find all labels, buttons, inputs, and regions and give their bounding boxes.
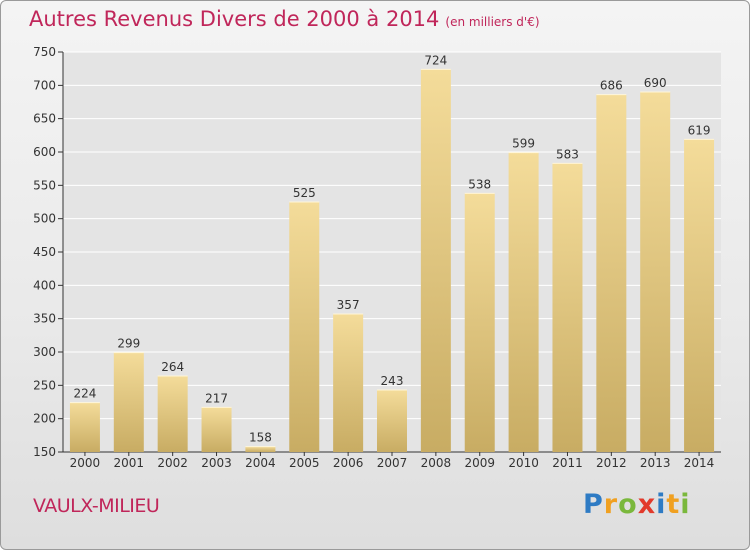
y-tick-label: 300: [33, 345, 56, 359]
y-tick-label: 750: [33, 45, 56, 59]
x-tick-label-2012: 2012: [596, 456, 627, 470]
y-tick-label: 400: [33, 278, 56, 292]
x-tick-label-2008: 2008: [421, 456, 452, 470]
logo-letter: t: [666, 489, 681, 520]
data-label-2014: 619: [688, 123, 711, 137]
y-tick-label: 250: [33, 378, 56, 392]
x-tick-label-2002: 2002: [157, 456, 188, 470]
logo-letter: o: [618, 489, 638, 520]
y-tick-label: 200: [33, 412, 56, 426]
x-tick-label-2009: 2009: [464, 456, 495, 470]
location-label: VAULX-MILIEU: [33, 495, 160, 517]
data-label-2001: 299: [117, 337, 140, 351]
bar-2013: [640, 92, 671, 452]
y-tick-label: 350: [33, 312, 56, 326]
data-label-2003: 217: [205, 391, 228, 405]
bar-2014: [684, 139, 715, 453]
chart-unit-note: (en milliers d'€): [445, 15, 540, 29]
bar-2004: [245, 446, 276, 452]
y-tick-label: 450: [33, 245, 56, 259]
y-tick-label: 700: [33, 78, 56, 92]
x-tick-label-2004: 2004: [245, 456, 276, 470]
y-tick-label: 650: [33, 112, 56, 126]
x-tick-label-2010: 2010: [508, 456, 539, 470]
x-tick-label-2011: 2011: [552, 456, 583, 470]
data-label-2013: 690: [644, 76, 667, 90]
bar-2005: [289, 202, 320, 452]
bar-2007: [377, 390, 407, 452]
x-tick-label-2013: 2013: [640, 456, 671, 470]
y-tick-label: 500: [33, 212, 56, 226]
data-label-2005: 525: [293, 186, 316, 200]
data-label-2002: 264: [161, 360, 184, 374]
bar-2000: [69, 402, 100, 452]
x-tick-label-2003: 2003: [201, 456, 232, 470]
data-label-2007: 243: [381, 374, 404, 388]
x-tick-label-2001: 2001: [114, 456, 145, 470]
y-tick-label: 600: [33, 145, 56, 159]
logo-letter: i: [656, 489, 667, 520]
data-label-2008: 724: [424, 53, 447, 67]
data-label-2000: 224: [73, 387, 96, 401]
y-tick-label: 550: [33, 178, 56, 192]
chart-title-text: Autres Revenus Divers de 2000 à 2014: [29, 7, 440, 31]
bar-2011: [552, 163, 583, 453]
logo-letter: r: [603, 489, 619, 520]
x-tick-label-2014: 2014: [684, 456, 715, 470]
proxiti-logo: Proxiti: [583, 489, 691, 520]
bar-2003: [201, 407, 232, 452]
bar-2001: [113, 352, 144, 452]
bar-2009: [464, 193, 495, 453]
x-tick-label-2005: 2005: [289, 456, 320, 470]
x-tick-label-2006: 2006: [333, 456, 364, 470]
bar-2012: [596, 94, 627, 453]
chart-title: Autres Revenus Divers de 2000 à 2014 (en …: [29, 7, 540, 31]
y-tick-label: 150: [33, 445, 56, 459]
data-label-2011: 583: [556, 147, 579, 161]
bar-2002: [157, 376, 188, 452]
bar-2008: [420, 69, 451, 452]
logo-letter: P: [583, 489, 604, 520]
data-label-2009: 538: [468, 177, 491, 191]
data-label-2006: 357: [337, 298, 360, 312]
logo-letter: i: [680, 489, 691, 520]
data-label-2012: 686: [600, 79, 623, 93]
data-label-2010: 599: [512, 137, 535, 151]
x-tick-label-2000: 2000: [70, 456, 101, 470]
data-label-2004: 158: [249, 431, 272, 445]
bar-2010: [508, 152, 539, 452]
bar-2006: [333, 314, 364, 452]
x-tick-label-2007: 2007: [377, 456, 408, 470]
logo-letter: x: [637, 489, 657, 520]
